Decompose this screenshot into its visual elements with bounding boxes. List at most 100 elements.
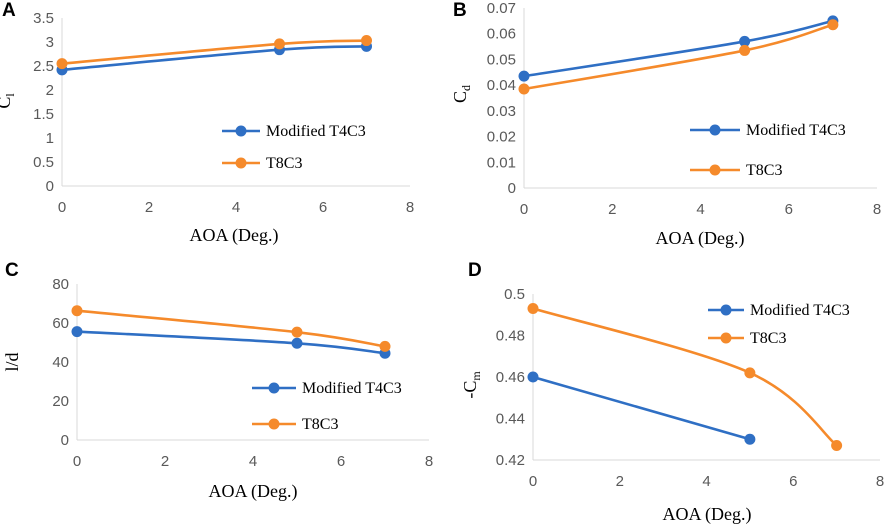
- x-tick-label: 0: [73, 453, 81, 470]
- x-tick-label: 0: [520, 201, 528, 218]
- x-tick-label: 2: [161, 453, 169, 470]
- x-tick-label: 2: [145, 199, 153, 216]
- y-tick-label: 0.05: [487, 51, 516, 68]
- legend-marker-2: [268, 418, 280, 430]
- panel-letter: C: [5, 260, 19, 281]
- chart-panel-b: 0 0.01 0.02 0.03 0.04 0.05 0.06 0.07 0 2 4 6 8 AOA (D…: [450, 0, 881, 249]
- x-tick-label: 0: [58, 199, 66, 216]
- series-line-1: [61, 45, 367, 72]
- legend-marker-1: [235, 125, 247, 137]
- y-tick-label: 0.5: [504, 286, 525, 303]
- x-axis-title: AOA (Deg.): [209, 481, 298, 502]
- x-tick-label: 6: [337, 453, 345, 470]
- legend-label-2: T8C3: [750, 330, 786, 347]
- x-tick-label: 4: [696, 201, 704, 218]
- x-tick-label: 2: [608, 201, 616, 218]
- data-point: [744, 433, 756, 445]
- legend-label-2: T8C3: [746, 162, 782, 179]
- legend-marker-1: [709, 124, 721, 136]
- y-tick-label: 3.5: [33, 10, 54, 27]
- series-line-2: [61, 39, 367, 65]
- data-point: [291, 326, 303, 338]
- data-point: [744, 367, 756, 379]
- series-line-1: [76, 330, 386, 355]
- series-line-1: [523, 19, 834, 78]
- legend-marker-1: [720, 304, 732, 316]
- x-tick-label: 6: [785, 201, 793, 218]
- x-tick-label: 0: [529, 473, 537, 490]
- y-tick-label: 0.07: [487, 0, 516, 17]
- y-tick-label: 2: [46, 82, 54, 99]
- y-tick-label: 0.01: [487, 154, 516, 171]
- y-axis-title: -Cm: [460, 371, 483, 399]
- y-axis-title-main: C: [450, 91, 470, 103]
- data-point: [518, 70, 530, 82]
- legend-marker-2: [720, 332, 732, 344]
- data-point: [527, 371, 539, 383]
- data-point: [739, 44, 751, 56]
- data-point: [527, 303, 539, 315]
- x-tick-label: 2: [616, 473, 624, 490]
- x-tick-label: 8: [406, 199, 414, 216]
- y-axis-title: Cl: [0, 93, 17, 109]
- y-tick-label: 0: [61, 432, 69, 449]
- y-axis-title-main: l/d: [2, 352, 22, 371]
- data-point: [827, 19, 839, 31]
- y-tick-label: 2.5: [33, 58, 54, 75]
- y-axis-title: l/d: [2, 352, 22, 371]
- y-axis-title-subscript: m: [469, 371, 483, 381]
- data-point: [71, 326, 83, 338]
- y-tick-label: 0.44: [496, 411, 525, 428]
- y-tick-label: 60: [52, 315, 69, 332]
- y-axis-title-main: -C: [460, 381, 480, 399]
- x-axis-title: AOA (Deg.): [663, 504, 752, 525]
- y-tick-label: 0.04: [487, 77, 516, 94]
- y-tick-label: 40: [52, 354, 69, 371]
- data-point: [291, 337, 303, 349]
- y-tick-label: 20: [52, 393, 69, 410]
- y-tick-label: 0.46: [496, 369, 525, 386]
- y-tick-label: 0: [46, 178, 54, 195]
- y-tick-label: 0.48: [496, 328, 525, 345]
- data-point: [56, 58, 68, 70]
- legend-label-1: Modified T4C3: [302, 380, 402, 397]
- panel-letter: B: [453, 0, 467, 21]
- y-tick-label: 0.5: [33, 154, 54, 171]
- y-tick-label: 80: [52, 276, 69, 293]
- chart-panel-c: 0 20 40 60 80 0 2 4 6 8 AOA (Deg.) l/d C Modified T4C…: [2, 260, 433, 502]
- series-line-2: [532, 307, 838, 447]
- x-axis-title: AOA (Deg.): [190, 225, 279, 246]
- y-axis-title-subscript: d: [459, 85, 473, 91]
- series-line-1: [532, 375, 751, 441]
- chart-panel-d: 0.42 0.44 0.46 0.48 0.5 0 2 4 6 8 AOA (Deg.) -Cm D Mo…: [460, 260, 884, 525]
- data-point: [518, 83, 530, 95]
- x-tick-label: 6: [789, 473, 797, 490]
- panel-letter: A: [2, 0, 16, 21]
- y-axis-title: Cd: [450, 85, 473, 103]
- y-tick-label: 3: [46, 34, 54, 51]
- y-tick-label: 0.06: [487, 26, 516, 43]
- legend-label-2: T8C3: [266, 155, 302, 172]
- y-axis-title-subscript: l: [3, 93, 17, 97]
- y-tick-label: 0.02: [487, 129, 516, 146]
- x-tick-label: 8: [425, 453, 433, 470]
- data-point: [361, 35, 372, 47]
- x-tick-label: 6: [319, 199, 327, 216]
- y-tick-label: 0.03: [487, 103, 516, 120]
- x-tick-label: 8: [876, 473, 884, 490]
- legend-marker-1: [268, 382, 280, 394]
- x-tick-label: 4: [249, 453, 257, 470]
- data-point: [831, 439, 843, 451]
- y-tick-label: 0: [508, 180, 516, 197]
- legend-label-1: Modified T4C3: [746, 122, 846, 139]
- panel-letter: D: [468, 260, 482, 281]
- data-point: [739, 35, 751, 47]
- x-tick-label: 4: [232, 199, 240, 216]
- series-line-2: [523, 23, 834, 91]
- y-axis-title-main: C: [0, 97, 14, 109]
- legend-marker-2: [709, 164, 721, 176]
- x-tick-label: 8: [873, 201, 881, 218]
- data-point: [379, 340, 391, 352]
- chart-panel-a: 0 0.5 1 1.5 2 2.5 3 3.5 0 2 4 6 8 AOA (Deg.) Cl A Modifi…: [0, 0, 414, 246]
